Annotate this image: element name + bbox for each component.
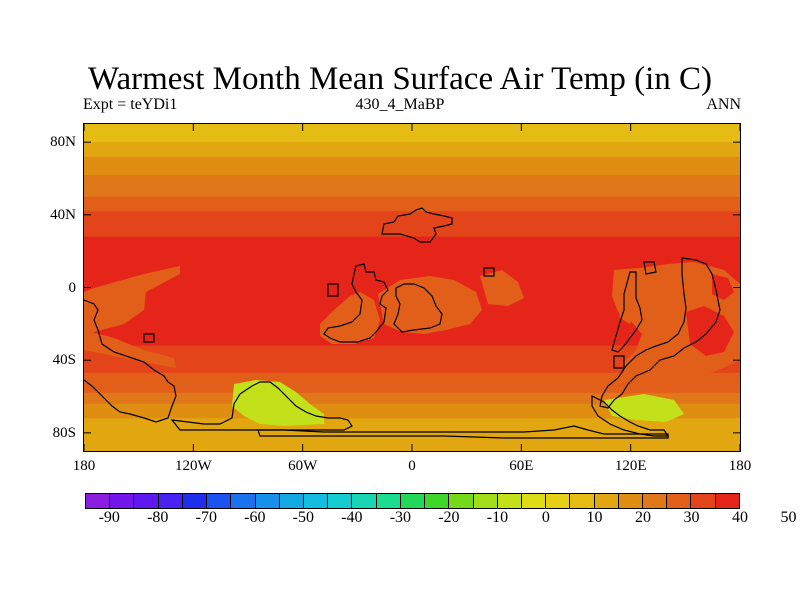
- season-label: ANN: [706, 96, 741, 113]
- lat-label: 40S: [52, 352, 76, 369]
- colorbar-swatch: [110, 494, 135, 508]
- period-label: 430_4_MaBP: [355, 96, 445, 113]
- colorbar-swatch: [521, 494, 547, 508]
- colorbar-swatch: [546, 494, 571, 508]
- warm-region-south-america-west: [84, 330, 176, 368]
- colorbar-swatch: [86, 494, 111, 508]
- warm-region-south-america: [84, 266, 180, 336]
- colorbar-label: -70: [195, 509, 217, 526]
- lat-label: 40N: [50, 206, 76, 223]
- temperature-band-2: [84, 156, 740, 176]
- colorbar-swatch: [207, 494, 232, 508]
- axis-ticks: [84, 124, 740, 451]
- temperature-map: [84, 124, 740, 451]
- colorbar-label: -60: [244, 509, 266, 526]
- lon-label: 60E: [509, 458, 534, 474]
- temperature-band-5: [84, 211, 740, 238]
- coastline-east-big: [599, 257, 721, 409]
- coastline-southeast-peninsula: [591, 395, 670, 437]
- lon-label: 180: [728, 458, 752, 474]
- colorbar-swatch: [643, 494, 668, 508]
- colorbar-swatch: [449, 494, 474, 508]
- colorbar-swatch: [303, 494, 329, 508]
- hot-spot-east-small: [712, 274, 734, 300]
- lat-label: 80S: [52, 424, 76, 441]
- warm-region-east-block: [612, 262, 740, 394]
- colorbar-label: -90: [98, 509, 120, 526]
- colorbar-label: 40: [732, 509, 748, 526]
- lon-label: 0: [408, 458, 416, 474]
- colorbar-swatch: [376, 494, 401, 508]
- colorbar-swatch: [497, 494, 522, 508]
- colorbar-label: -30: [389, 509, 412, 526]
- colorbar-swatch: [691, 494, 716, 508]
- coastline-east-inner: [613, 355, 625, 369]
- colorbar-swatch: [231, 494, 256, 508]
- warm-region-africa-west: [320, 292, 380, 344]
- cool-region-southeast: [604, 394, 684, 422]
- map-frame: [83, 123, 741, 452]
- coastline-western-island: [143, 333, 155, 343]
- coastline-northern-continent: [381, 207, 453, 243]
- lon-label: 60W: [288, 458, 318, 474]
- colorbar-label: -50: [292, 509, 314, 526]
- coastline-south-strip: [257, 425, 669, 439]
- colorbar-swatch: [425, 494, 450, 508]
- colorbar-swatch: [158, 494, 183, 508]
- colorbar-swatch: [182, 494, 208, 508]
- temperature-band-4: [84, 196, 740, 212]
- temperature-band-3: [84, 174, 740, 198]
- colorbar-label: 10: [586, 509, 603, 526]
- colorbar-swatch: [255, 494, 280, 508]
- colorbar-swatch: [328, 494, 353, 508]
- lon-label: 180: [72, 458, 96, 474]
- map-title: Warmest Month Mean Surface Air Temp (in …: [87, 61, 713, 97]
- colorbar-swatch: [352, 494, 377, 508]
- coastline-small-island-west: [327, 283, 339, 297]
- temperature-band-1: [84, 142, 740, 158]
- colorbar-label: 50: [780, 509, 797, 526]
- colorbar-swatch: [570, 494, 595, 508]
- coastline-east-small: [643, 261, 657, 275]
- warm-region-east-inner: [616, 284, 636, 324]
- colorbar-swatch: [134, 494, 159, 508]
- colorbar-swatch: [594, 494, 619, 508]
- lat-label: 80N: [50, 134, 76, 151]
- coastline-equatorial-east: [393, 283, 443, 333]
- cool-region-south-pole: [232, 380, 324, 426]
- warm-region-africa-east: [378, 276, 482, 334]
- colorbar-swatch: [618, 494, 644, 508]
- coastline-equatorial-west: [323, 263, 389, 343]
- continent-outlines: [84, 207, 721, 439]
- colorbar-label: -10: [486, 509, 509, 526]
- warm-region-east-tropics: [480, 270, 524, 306]
- colorbar-swatch: [715, 494, 739, 508]
- colorbar: [85, 493, 740, 509]
- temperature-band-9: [84, 392, 740, 405]
- colorbar-swatch: [400, 494, 426, 508]
- coastline-far-west: [84, 299, 177, 423]
- temperature-band-0: [84, 124, 740, 143]
- colorbar-swatch: [667, 494, 692, 508]
- coastline-small-island-east: [483, 267, 495, 277]
- lat-label: 0: [68, 279, 77, 296]
- cool-anomalies: [232, 380, 684, 426]
- colorbar-swatch: [279, 494, 304, 508]
- colorbar-label: -40: [341, 509, 363, 526]
- lon-label: 120E: [614, 458, 647, 474]
- hot-spot-east: [686, 306, 734, 356]
- colorbar-label: -20: [438, 509, 460, 526]
- coastline-east-landmass: [611, 271, 643, 353]
- lon-label: 120W: [174, 458, 212, 474]
- experiment-label: Expt = teYDi1: [83, 96, 178, 113]
- colorbar-label: 20: [634, 509, 651, 526]
- colorbar-swatch: [473, 494, 498, 508]
- colorbar-label: -80: [147, 509, 169, 526]
- colorbar-label: 0: [541, 509, 550, 526]
- colorbar-label: 30: [683, 509, 700, 526]
- warm-anomalies: [84, 262, 740, 394]
